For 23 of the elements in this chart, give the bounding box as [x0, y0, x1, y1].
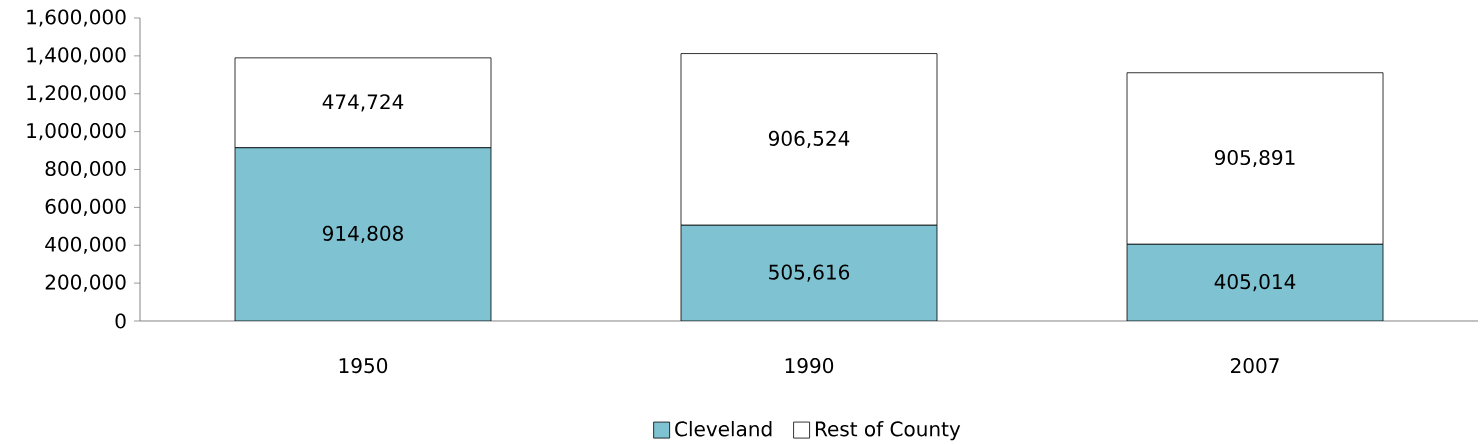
x-tick-label: 2007 [1231, 358, 1279, 374]
x-tick-label: 1950 [339, 358, 388, 374]
legend-label: Cleveland [675, 420, 772, 437]
bar [1126, 243, 1384, 321]
y-tick-label: 0 [115, 313, 126, 329]
bar [680, 224, 938, 321]
y-tick-label: 200,000 [45, 274, 126, 292]
data-label: 905,891 [1214, 149, 1295, 168]
data-label: 906,524 [768, 130, 850, 148]
data-label: 505,616 [769, 264, 850, 282]
y-tick-label: 600,000 [45, 198, 126, 216]
data-label: 914,808 [322, 225, 403, 243]
y-tick-label: 800,000 [45, 160, 126, 179]
data-label: 474,724 [322, 94, 404, 112]
data-label: 405,014 [1214, 274, 1296, 292]
y-tick-label: 1,400,000 [27, 47, 126, 65]
legend-label: Rest of County [815, 420, 961, 441]
y-tick-label: 1,200,000 [27, 85, 126, 103]
y-tick-label: 1,600,000 [27, 9, 126, 27]
bar [234, 147, 492, 321]
y-tick-label: 400,000 [45, 236, 126, 254]
y-tick-label: 1,000,000 [27, 123, 126, 141]
x-tick-label: 1990 [785, 358, 834, 374]
